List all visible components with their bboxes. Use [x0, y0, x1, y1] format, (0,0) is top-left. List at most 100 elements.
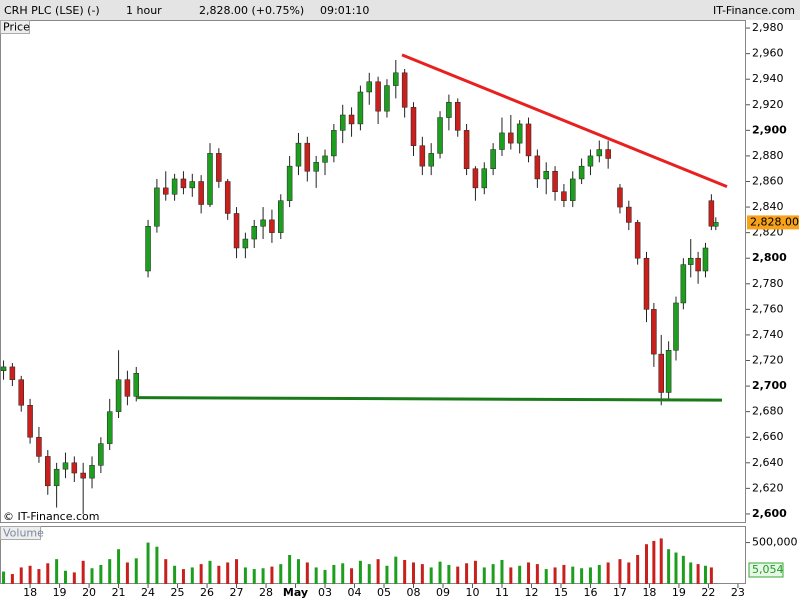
candle-body [19, 380, 24, 406]
volume-bar [73, 572, 76, 584]
y-tick-label: 2,800 [752, 251, 787, 264]
candle-body [81, 473, 86, 478]
candle-body [163, 188, 168, 194]
volume-bar [474, 561, 477, 584]
header-quote: 2,828.00 (+0.75%) [199, 4, 304, 17]
volume-bar [710, 567, 713, 584]
candle-body [713, 222, 718, 226]
volume-bar [492, 564, 495, 584]
y-tick-label: 2,660 [752, 430, 784, 443]
candle-body [499, 133, 504, 150]
volume-bar [226, 562, 229, 584]
volume-bar [377, 559, 380, 584]
candle-body [688, 258, 693, 264]
volume-bar [82, 561, 85, 584]
volume-bar [500, 560, 503, 584]
volume-bar [439, 562, 442, 584]
trendline [137, 398, 722, 401]
y-tick-label: 2,860 [752, 174, 784, 187]
candle-body [438, 118, 443, 154]
volume-bar [598, 565, 601, 584]
candle-body [323, 156, 328, 162]
volume-bar [126, 562, 129, 584]
volume-bar [253, 569, 256, 584]
candle-body [116, 380, 121, 412]
volume-bar [217, 566, 220, 584]
volume-bar [589, 567, 592, 584]
volume-bar [279, 564, 282, 584]
volume-bar [235, 559, 238, 584]
y-tick-label: 2,840 [752, 200, 784, 213]
volume-bar [527, 562, 530, 584]
x-tick-label: 08 [406, 586, 420, 599]
candle-body [154, 188, 159, 226]
candle-body [517, 124, 522, 143]
volume-bar [350, 568, 353, 584]
x-tick-label: 12 [524, 586, 538, 599]
volume-bar [147, 543, 150, 584]
x-tick-label: 19 [53, 586, 67, 599]
candle-body [561, 192, 566, 201]
volume-bar [2, 572, 5, 584]
volume-bar [509, 567, 512, 584]
candle-body [402, 73, 407, 108]
candle-body [181, 179, 186, 188]
candle-body [464, 130, 469, 168]
volume-bar [306, 562, 309, 584]
y-tick-label: 2,900 [752, 123, 787, 136]
volume-bar [11, 574, 14, 584]
volume-bar [456, 567, 459, 584]
volume-bar [29, 566, 32, 584]
volume-bar [244, 567, 247, 584]
candle-body [659, 354, 664, 392]
volume-bar [403, 560, 406, 584]
y-tick-label: 2,640 [752, 456, 784, 469]
x-tick-label: 21 [112, 586, 126, 599]
volume-bar [483, 567, 486, 584]
last-volume-label: 5,054 [752, 563, 784, 576]
candle-body [491, 150, 496, 169]
volume-bar [545, 569, 548, 584]
volume-bar [412, 562, 415, 584]
volume-tick-label: 500,000 [752, 536, 798, 549]
candle-body [644, 258, 649, 309]
volume-bar [518, 566, 521, 584]
volume-bar [262, 568, 265, 584]
volume-bar [99, 565, 102, 584]
candle-body [579, 166, 584, 179]
candle-body [553, 171, 558, 191]
candle-body [446, 102, 451, 117]
volume-bar [704, 566, 707, 584]
candle-body [172, 179, 177, 194]
x-tick-label: 18 [642, 586, 656, 599]
volume-bar [359, 561, 362, 584]
x-tick-label: 22 [701, 586, 715, 599]
volume-bar [627, 562, 630, 584]
x-tick-label: 09 [436, 586, 450, 599]
y-tick-label: 2,680 [752, 405, 784, 418]
x-tick-label: 05 [377, 586, 391, 599]
x-tick-label: 04 [348, 586, 362, 599]
trendline [402, 55, 727, 187]
x-tick-label: 15 [554, 586, 568, 599]
volume-bar [20, 567, 23, 584]
volume-bar [554, 567, 557, 584]
volume-bar [667, 549, 670, 584]
candle-body [544, 171, 549, 179]
copyright: © IT-Finance.com [3, 510, 100, 523]
candle-body [617, 188, 622, 207]
volume-bar [324, 570, 327, 584]
volume-bar [689, 562, 692, 584]
volume-bar [697, 564, 700, 584]
y-tick-label: 2,620 [752, 481, 784, 494]
y-tick-label: 2,700 [752, 379, 787, 392]
x-tick-label: 27 [230, 586, 244, 599]
x-tick-label: 19 [672, 586, 686, 599]
header-time: 09:01:10 [320, 4, 369, 17]
volume-bar [636, 555, 639, 584]
volume-bar [618, 559, 621, 584]
y-tick-label: 2,880 [752, 149, 784, 162]
candle-body [367, 82, 372, 92]
candle-body [98, 444, 103, 466]
y-tick-label: 2,740 [752, 328, 784, 341]
